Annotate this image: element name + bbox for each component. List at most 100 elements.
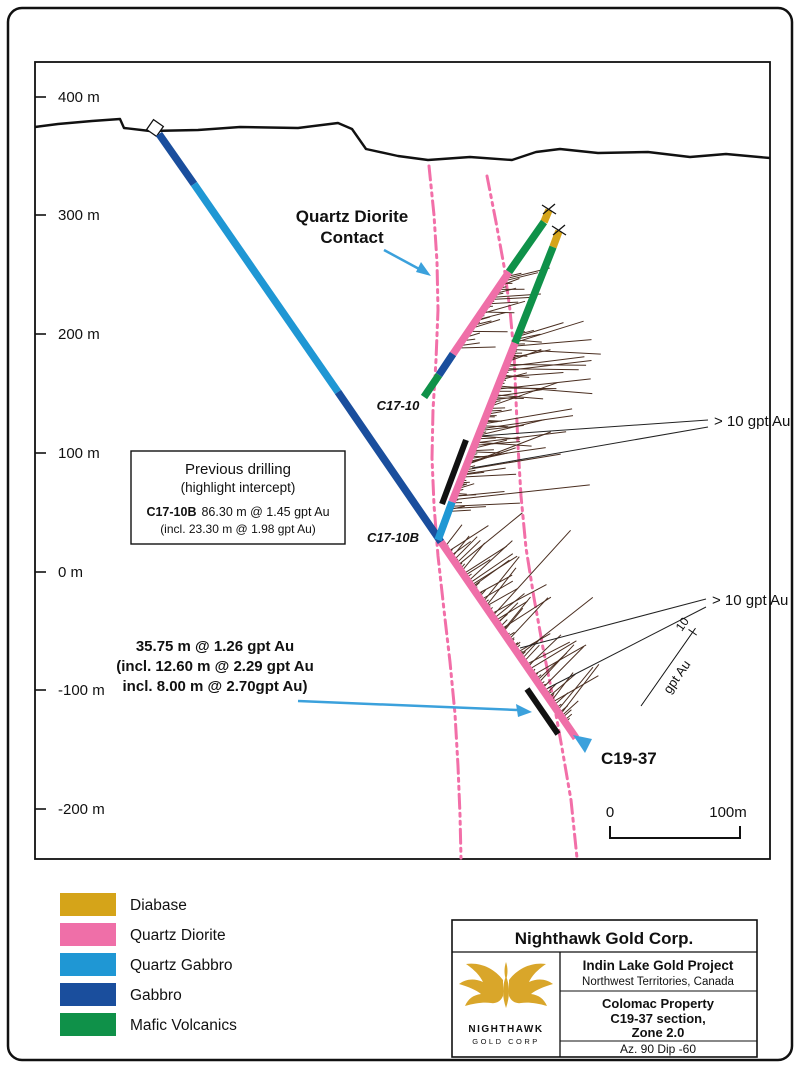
assay-spike xyxy=(482,556,520,604)
assay-spike xyxy=(476,431,567,444)
logo-sub: GOLD CORP xyxy=(472,1037,540,1046)
axis-label: 200 m xyxy=(58,326,100,343)
assay-leader-line xyxy=(479,419,709,437)
legend-label-quartz-diorite: Quartz Diorite xyxy=(130,927,226,944)
drill-trace-C19-37-gabbro xyxy=(155,131,198,187)
highlight-line1: 35.75 m @ 1.26 gpt Au xyxy=(136,638,294,655)
highlight-line3: incl. 8.00 m @ 2.70gpt Au) xyxy=(123,678,308,695)
assay-spike xyxy=(476,441,532,447)
collar-mark-c17-10b xyxy=(551,224,567,236)
title-block: Nighthawk Gold Corp. Indin Lake Gold Pro… xyxy=(451,919,758,1058)
hole-label-c17-10: C17-10 xyxy=(377,398,420,413)
highlight-leader-line xyxy=(297,699,518,712)
assay-spike xyxy=(502,607,524,633)
highlight-annotation: 35.75 m @ 1.26 gpt Au (incl. 12.60 m @ 2… xyxy=(116,638,313,695)
assay-spike xyxy=(506,356,585,368)
assay-spike xyxy=(463,471,485,476)
assay-spike xyxy=(542,646,585,689)
scale-bar-zero: 0 xyxy=(606,804,614,821)
logo-name: NIGHTHAWK xyxy=(468,1024,543,1035)
drill-trace-C17-10-gabbro xyxy=(435,351,457,378)
section-name: C19-37 section, xyxy=(610,1011,705,1026)
axis-label: 300 m xyxy=(58,207,100,224)
assay-spike xyxy=(494,600,528,622)
assay-leader-line xyxy=(471,426,709,469)
assay-spike xyxy=(456,512,523,567)
assay-spike xyxy=(481,300,526,314)
assay-spike xyxy=(468,553,514,585)
project-territory: Northwest Territories, Canada xyxy=(582,976,735,988)
legend-swatch-mafic-volcanics xyxy=(60,1013,116,1036)
highlight-intercept-bar xyxy=(524,687,561,736)
drill-trace-C19-37-quartz_diorite xyxy=(437,539,580,741)
assay-spike xyxy=(518,322,564,337)
axis-label: 400 m xyxy=(58,89,100,106)
assay-spike xyxy=(462,545,508,575)
previous-drilling-incl: (incl. 23.30 m @ 1.98 gpt Au) xyxy=(160,522,316,536)
assay-spike xyxy=(505,272,539,282)
assay-spike xyxy=(548,673,577,698)
property-name: Colomac Property xyxy=(602,996,715,1011)
drill-trace-C17-10B-quartz_diorite xyxy=(448,341,519,504)
assay-spike xyxy=(560,663,600,715)
assay-spike xyxy=(492,296,534,300)
figure-border xyxy=(6,6,794,1062)
contact-arrow-line xyxy=(383,248,422,272)
previous-drilling-grade: 86.30 m @ 1.45 gpt Au xyxy=(201,505,329,519)
legend-swatch-gabbro xyxy=(60,983,116,1006)
assay-spike xyxy=(479,419,545,436)
assay-spike xyxy=(538,644,575,684)
axis-label: 0 m xyxy=(58,564,83,581)
assay-spike xyxy=(475,441,521,446)
topography-line xyxy=(34,117,771,162)
assay-spike xyxy=(474,439,508,449)
drill-traces xyxy=(155,131,580,741)
assay-spike xyxy=(504,360,592,372)
assay-spike xyxy=(473,449,494,452)
highlight-intercepts xyxy=(439,438,561,736)
drill-trace-C17-10-diabase xyxy=(540,208,553,224)
assay-scale-line xyxy=(640,627,696,707)
assay-spike xyxy=(517,333,541,340)
assay-spike xyxy=(467,540,513,583)
assay-spike xyxy=(490,382,558,407)
c19-37-pointer xyxy=(573,735,592,753)
assay-spike xyxy=(480,580,514,601)
highlight-leader-arrow xyxy=(516,704,532,717)
assay-spike xyxy=(527,634,562,668)
assay-spike xyxy=(463,467,506,475)
assay-spike xyxy=(553,692,569,706)
hole-label-c19-37: C19-37 xyxy=(601,749,657,768)
contact-label-line1: Quartz Diorite xyxy=(296,207,408,226)
topography xyxy=(34,117,771,162)
axis-label: 100 m xyxy=(58,445,100,462)
assay-leader-line xyxy=(547,606,707,689)
assay-spike xyxy=(485,567,517,608)
previous-drilling-subtitle: (highlight intercept) xyxy=(181,480,296,495)
drill-trace-C19-37-gabbro xyxy=(334,389,445,545)
previous-drilling-frame xyxy=(130,450,346,545)
assay-spike xyxy=(460,542,486,573)
assay-spike xyxy=(463,559,491,577)
legend-swatch-quartz-diorite xyxy=(60,923,116,946)
assay-spike xyxy=(501,372,528,381)
drill-trace-C17-10-quartz_diorite xyxy=(449,269,513,357)
assay-spike xyxy=(490,584,547,615)
assay-spike xyxy=(484,588,518,608)
assay-spike xyxy=(446,525,489,553)
assay-spike xyxy=(502,596,531,632)
assay-spike xyxy=(557,666,594,711)
previous-drilling-title: Previous drilling xyxy=(185,461,291,478)
drill-trace-C17-10-mafic_volcanics xyxy=(420,372,443,400)
assay-spike xyxy=(518,597,594,656)
assay-spike xyxy=(457,346,496,349)
previous-drilling-intercept: C17-10B 86.30 m @ 1.45 gpt Au xyxy=(146,505,329,519)
legend-label-mafic-volcanics: Mafic Volcanics xyxy=(130,1017,237,1034)
assay-spike xyxy=(487,409,512,415)
assay-spike xyxy=(443,524,463,549)
azimuth-dip: Az. 90 Dip -60 xyxy=(620,1042,696,1056)
collar-mark-c17-10 xyxy=(541,203,557,215)
assay-spike xyxy=(521,637,542,660)
assay-spike xyxy=(453,484,590,501)
drill-trace-C19-37-quartz_gabbro xyxy=(190,181,342,395)
